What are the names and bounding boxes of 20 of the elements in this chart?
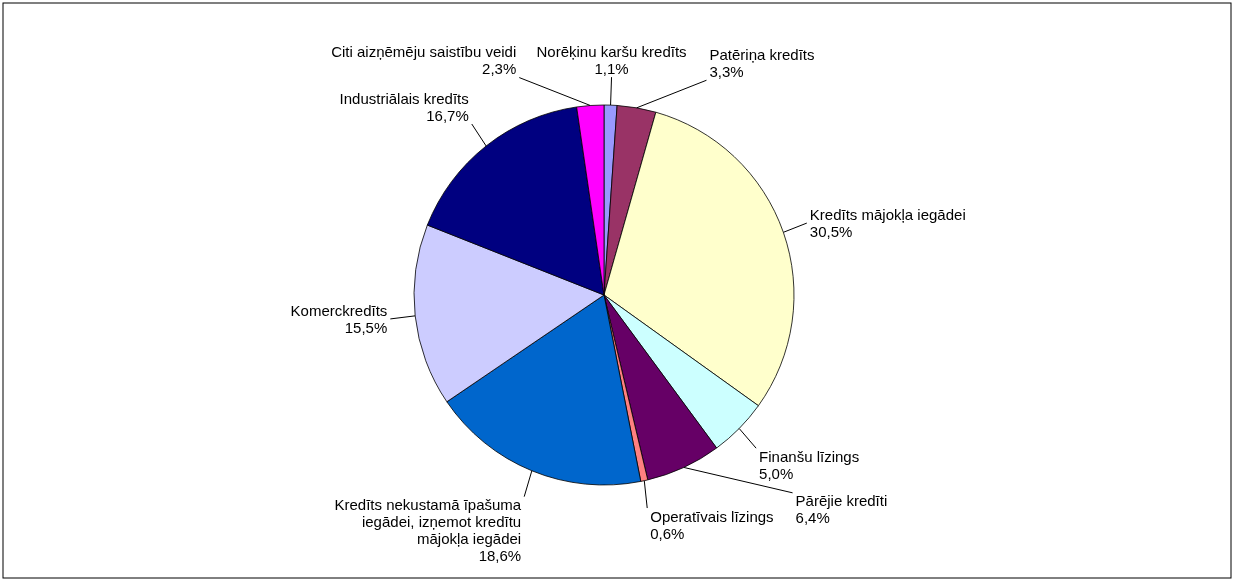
data-label: 15,5% — [344, 318, 388, 336]
slice-label: Industriālais kredīts — [339, 89, 469, 107]
data-label: 1,1% — [594, 59, 629, 77]
slice-label: Norēķinu karšu kredīts — [536, 42, 687, 60]
data-label: 6,4% — [795, 509, 830, 527]
slice-label: Citi aizņēmēju saistību veidi — [331, 43, 517, 61]
slice-label: Kredīts nekustamā īpašuma iegādei, izņemot kredītu mājokļa iegādei — [334, 496, 522, 548]
data-label: 18,6% — [478, 547, 522, 565]
data-label: 16,7% — [426, 106, 469, 124]
slice-label: Kredīts mājokļa iegādei — [809, 205, 966, 223]
data-label: 30,5% — [809, 222, 853, 240]
slice-label: Komerckredīts — [290, 301, 388, 319]
data-label: 3,3% — [709, 62, 744, 80]
slice-label: Pārējie kredīti — [795, 492, 888, 510]
slice-label: Finanšu līzings — [759, 447, 860, 465]
slice-label: Patēriņa kredīts — [709, 45, 815, 63]
data-label: 5,0% — [759, 464, 794, 482]
data-label: 2,3% — [482, 60, 517, 78]
data-label: 0,6% — [650, 524, 685, 542]
slice-label: Operatīvais līzings — [650, 507, 774, 525]
